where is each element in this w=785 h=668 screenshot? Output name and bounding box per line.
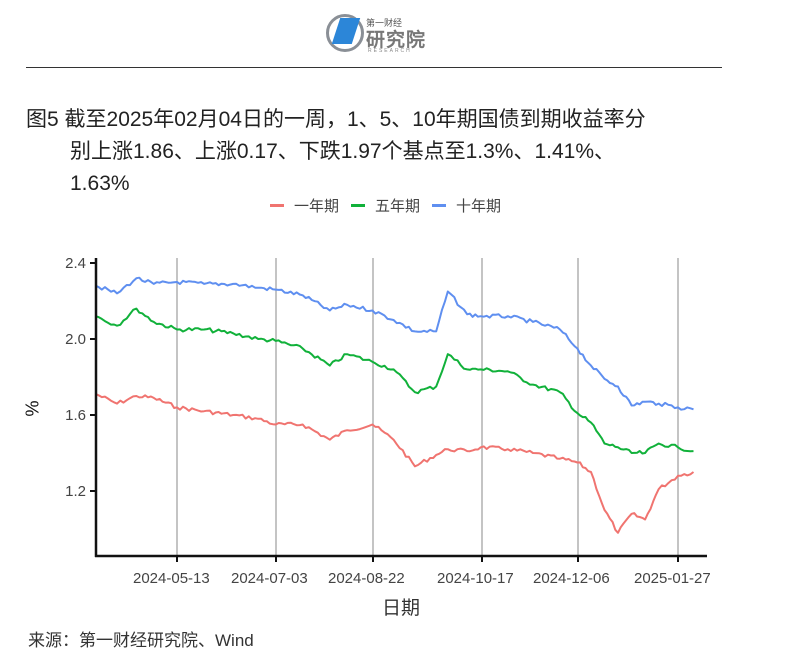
logo-small-text: 第一财经	[366, 18, 403, 28]
x-tick-label: 2024-07-03	[231, 570, 308, 587]
x-tick-label: 2025-01-27	[634, 570, 711, 587]
series-line-一年期	[95, 393, 695, 534]
logo: 第一财经 研究院 RESEARCH	[326, 10, 436, 54]
logo-big-text: 研究院	[366, 30, 427, 51]
title-line-3: 1.63%	[70, 172, 130, 195]
x-tick-label: 2024-10-17	[437, 570, 514, 587]
y-axis-title: %	[22, 400, 43, 417]
legend-item-10y: 十年期	[432, 195, 501, 216]
title-line-1: 图5 截至2025年02月04日的一周，1、5、10年期国债到期收益率分	[26, 108, 646, 131]
title-line-2: 别上涨1.86、上涨0.17、下跌1.97个基点至1.3%、1.41%、	[70, 140, 616, 163]
series-lines	[95, 276, 695, 534]
series-line-十年期	[95, 276, 694, 411]
source-note: 来源：第一财经研究院、Wind	[28, 631, 254, 650]
legend-label-5y: 五年期	[375, 198, 421, 215]
chart-legend: 一年期 五年期 十年期	[270, 195, 513, 216]
legend-swatch-1y	[270, 204, 284, 207]
logo-en-text: RESEARCH	[368, 48, 412, 54]
y-tick-label: 2.4	[65, 255, 86, 272]
header-divider	[26, 67, 722, 68]
legend-label-10y: 十年期	[456, 198, 502, 215]
x-tick-label: 2024-05-13	[133, 570, 210, 587]
series-line-五年期	[95, 307, 694, 455]
x-axis-title: 日期	[382, 598, 421, 619]
x-tick-label: 2024-12-06	[533, 570, 610, 587]
y-axis-ticks	[90, 262, 96, 492]
y-tick-label: 1.2	[65, 483, 86, 500]
legend-label-1y: 一年期	[294, 198, 340, 215]
x-axis-ticks	[176, 556, 679, 562]
legend-swatch-10y	[432, 204, 447, 207]
y-tick-label: 1.6	[65, 407, 86, 424]
legend-item-1y: 一年期	[270, 195, 339, 216]
legend-swatch-5y	[351, 204, 366, 207]
figure-title: 图5 截至2025年02月04日的一周，1、5、10年期国债到期收益率分 别上涨…	[26, 104, 756, 200]
vertical-gridlines	[176, 258, 679, 556]
x-tick-label: 2024-08-22	[328, 570, 405, 587]
y-tick-label: 2.0	[65, 331, 86, 348]
legend-item-5y: 五年期	[351, 195, 420, 216]
